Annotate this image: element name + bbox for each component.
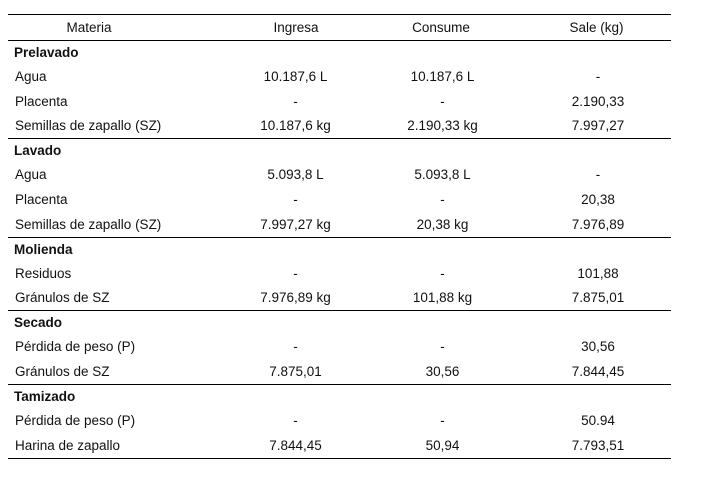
cell-consume: 30,56 <box>425 364 460 380</box>
cell-consume: - <box>440 93 445 109</box>
table-row: Pérdida de peso (P) - - 50.94 <box>8 408 671 433</box>
section-title: Prelavado <box>14 45 79 60</box>
cell-sale: 7.976,89 <box>571 216 625 232</box>
table-row: Residuos - - 101,88 <box>8 261 671 286</box>
cell-sale: - <box>595 167 601 183</box>
cell-materia: Semillas de zapallo (SZ) <box>15 216 162 232</box>
table-row: Harina de zapallo 7.844,45 50,94 7.793,5… <box>8 433 671 458</box>
cell-materia: Placenta <box>15 192 68 208</box>
cell-sale: 30,56 <box>581 339 615 355</box>
cell-materia: Gránulos de SZ <box>15 290 110 306</box>
cell-ingresa: - <box>293 192 298 208</box>
section-lavado: Lavado <box>8 138 671 162</box>
cell-consume: 2.190,33 kg <box>407 118 478 134</box>
table-row: Placenta - - 20,38 <box>8 187 671 212</box>
section-tamizado: Tamizado <box>8 383 671 408</box>
header-materia: Materia <box>66 20 112 35</box>
cell-ingresa: 7.844,45 <box>269 437 322 453</box>
cell-sale: 7.844,45 <box>571 364 625 380</box>
cell-ingresa: 10.187,6 kg <box>260 118 331 134</box>
cell-sale: 7.997,27 <box>571 118 625 134</box>
cell-sale: 50.94 <box>581 412 615 428</box>
cell-ingresa: 7.875,01 <box>269 364 322 380</box>
mass-balance-table: Materia Ingresa Consume Sale (kg) Prelav… <box>8 14 671 459</box>
cell-materia: Placenta <box>15 93 68 109</box>
cell-ingresa: 10.187,6 L <box>263 68 328 84</box>
cell-consume: - <box>440 265 445 281</box>
cell-sale: 7.875,01 <box>571 290 625 306</box>
cell-consume: - <box>440 192 445 208</box>
cell-materia: Agua <box>15 167 47 183</box>
cell-materia: Harina de zapallo <box>15 437 121 453</box>
cell-materia: Agua <box>15 68 47 84</box>
section-molienda: Molienda <box>8 236 671 261</box>
cell-ingresa: 7.976,89 kg <box>260 290 331 306</box>
cell-materia: Semillas de zapallo (SZ) <box>15 118 162 134</box>
cell-consume: 101,88 kg <box>412 290 473 306</box>
cell-materia: Pérdida de peso (P) <box>15 412 136 428</box>
cell-consume: 10.187,6 L <box>410 68 475 84</box>
cell-consume: - <box>440 339 445 355</box>
cell-consume: 50,94 <box>425 437 460 453</box>
cell-consume: - <box>440 412 445 428</box>
cell-ingresa: - <box>293 412 298 428</box>
cell-ingresa: 7.997,27 kg <box>260 216 331 232</box>
header-consume: Consume <box>412 20 470 35</box>
table-row: Gránulos de SZ 7.875,01 30,56 7.844,45 <box>8 359 671 384</box>
cell-ingresa: - <box>293 93 298 109</box>
cell-consume: 5.093,8 L <box>414 167 471 183</box>
section-prelavado: Prelavado <box>8 41 671 64</box>
cell-ingresa: - <box>293 339 298 355</box>
cell-sale: 7.793,51 <box>571 437 625 453</box>
table-row: Agua 10.187,6 L 10.187,6 L - <box>8 64 671 89</box>
cell-sale: - <box>595 68 601 84</box>
cell-materia: Gránulos de SZ <box>15 364 110 380</box>
section-secado: Secado <box>8 310 671 334</box>
table-row: Gránulos de SZ 7.976,89 kg 101,88 kg 7.8… <box>8 286 671 311</box>
cell-ingresa: 5.093,8 L <box>267 167 324 183</box>
cell-sale: 2.190,33 <box>571 93 625 109</box>
cell-materia: Residuos <box>15 265 72 281</box>
header-ingresa: Ingresa <box>273 20 319 35</box>
header-sale: Sale (kg) <box>569 20 624 35</box>
cell-consume: 20,38 kg <box>416 216 469 232</box>
cell-sale: 20,38 <box>581 192 615 208</box>
table-row: Agua 5.093,8 L 5.093,8 L - <box>8 162 671 187</box>
section-title: Molienda <box>14 241 73 257</box>
table-row: Semillas de zapallo (SZ) 10.187,6 kg 2.1… <box>8 114 671 139</box>
cell-sale: 101,88 <box>577 265 619 281</box>
section-title: Lavado <box>14 143 62 159</box>
table-header: Materia Ingresa Consume Sale (kg) <box>8 15 671 41</box>
table-row: Pérdida de peso (P) - - 30,56 <box>8 334 671 359</box>
section-title: Tamizado <box>14 388 76 404</box>
section-title: Secado <box>14 315 63 331</box>
table-row: Placenta - - 2.190,33 <box>8 89 671 114</box>
cell-materia: Pérdida de peso (P) <box>15 339 136 355</box>
table-row: Semillas de zapallo (SZ) 7.997,27 kg 20,… <box>8 212 671 237</box>
cell-ingresa: - <box>293 265 298 281</box>
